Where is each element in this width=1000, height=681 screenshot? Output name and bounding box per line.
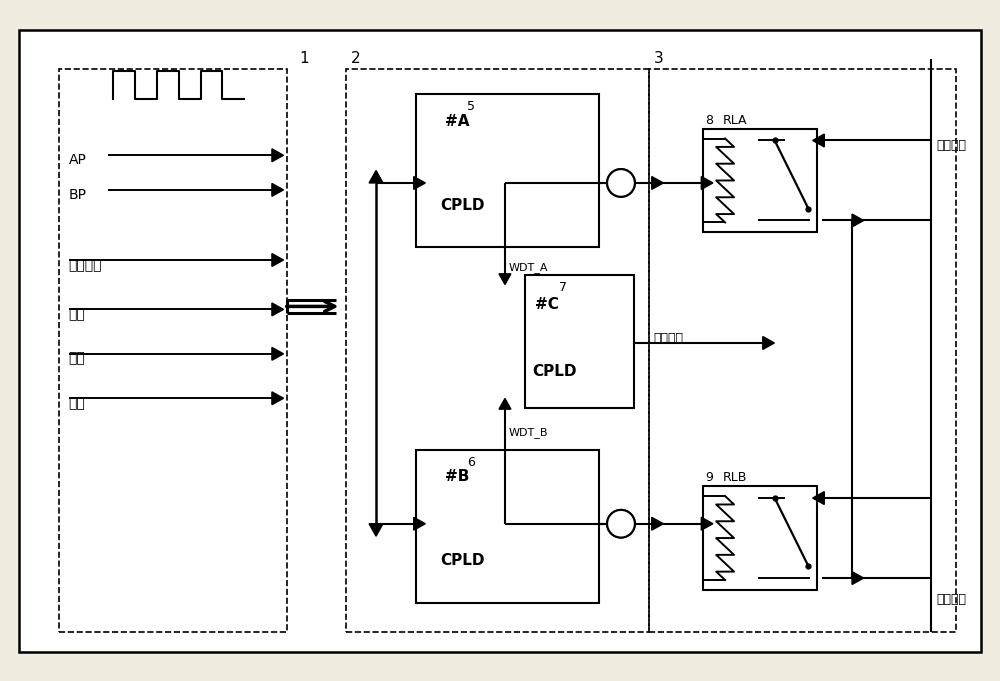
Text: CPLD: CPLD: [441, 553, 485, 568]
Text: 6: 6: [467, 456, 475, 469]
Polygon shape: [852, 571, 864, 584]
Bar: [703, 486, 817, 590]
Text: RLB: RLB: [723, 471, 748, 484]
Polygon shape: [652, 176, 663, 189]
Polygon shape: [701, 518, 713, 530]
Text: 高速运行: 高速运行: [69, 258, 102, 272]
Text: #A: #A: [445, 114, 470, 129]
Polygon shape: [499, 274, 511, 285]
Polygon shape: [852, 214, 864, 227]
Bar: [525, 275, 634, 408]
Circle shape: [607, 169, 635, 197]
Polygon shape: [369, 170, 383, 183]
Text: 2: 2: [351, 51, 361, 66]
Polygon shape: [272, 253, 284, 266]
Polygon shape: [763, 336, 774, 349]
Circle shape: [607, 510, 635, 537]
Text: 运行: 运行: [69, 396, 85, 410]
Text: CPLD: CPLD: [441, 197, 485, 212]
Text: 1: 1: [300, 51, 309, 66]
Text: 安全回路: 安全回路: [936, 140, 966, 153]
Text: #B: #B: [445, 469, 470, 484]
Polygon shape: [414, 518, 425, 530]
Bar: [346, 69, 649, 633]
Polygon shape: [272, 183, 284, 196]
Text: WDT_B: WDT_B: [509, 427, 548, 438]
Text: AP: AP: [69, 153, 87, 167]
Polygon shape: [813, 134, 824, 147]
Text: 8: 8: [705, 114, 713, 127]
Text: BP: BP: [69, 188, 87, 202]
Bar: [59, 69, 287, 633]
Text: RLA: RLA: [723, 114, 748, 127]
Polygon shape: [272, 347, 284, 360]
Text: #C: #C: [535, 298, 559, 313]
Circle shape: [607, 510, 635, 537]
Polygon shape: [499, 398, 511, 409]
Polygon shape: [652, 518, 663, 530]
Polygon shape: [272, 149, 284, 161]
Polygon shape: [369, 524, 383, 536]
Bar: [416, 449, 599, 603]
Text: 9: 9: [705, 471, 713, 484]
Text: 7: 7: [560, 281, 568, 294]
Text: 上行: 上行: [69, 307, 85, 321]
Text: CPLD: CPLD: [533, 364, 577, 379]
Polygon shape: [701, 176, 713, 189]
Polygon shape: [272, 303, 284, 316]
Polygon shape: [272, 392, 284, 405]
Polygon shape: [813, 492, 824, 505]
Text: 下行: 下行: [69, 351, 85, 366]
Text: WDT_A: WDT_A: [509, 262, 548, 273]
Text: 3: 3: [654, 51, 663, 66]
Bar: [703, 129, 817, 232]
Text: 5: 5: [467, 100, 475, 113]
Text: 安全回路: 安全回路: [936, 592, 966, 605]
Bar: [649, 69, 956, 633]
Bar: [416, 94, 599, 247]
Circle shape: [607, 169, 635, 197]
Polygon shape: [414, 176, 425, 189]
Text: 报警输出: 报警输出: [654, 332, 684, 345]
